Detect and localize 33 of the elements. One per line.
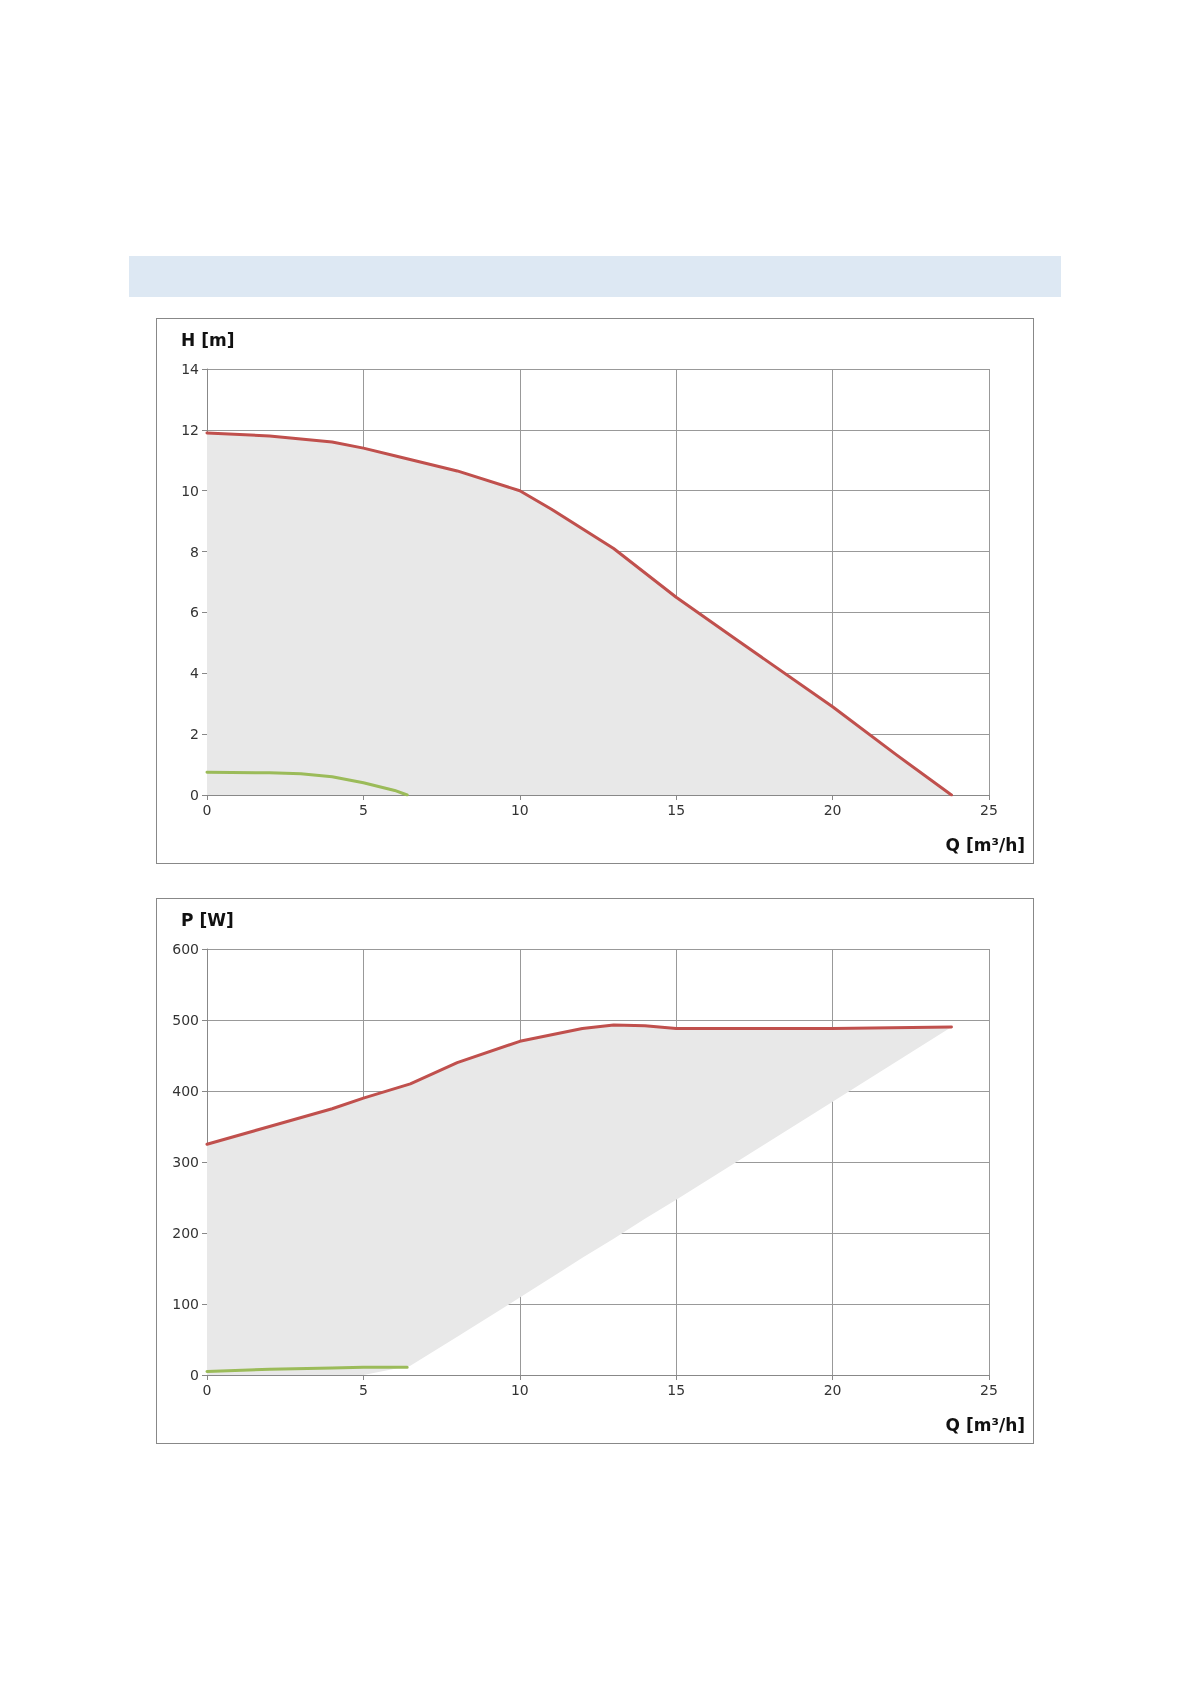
y-tick-label: 8	[190, 543, 199, 560]
y-tick-label: 500	[172, 1012, 199, 1028]
y-tick-label: 200	[172, 1225, 199, 1241]
x-tick-label: 20	[823, 1382, 842, 1398]
x-tick-label: 20	[823, 802, 842, 818]
y-tick-label: 100	[172, 1296, 199, 1312]
y-tick-label: 4	[190, 665, 200, 682]
y-tick-label: 300	[172, 1154, 199, 1170]
y-tick-label: 0	[190, 787, 199, 803]
y-tick-label: 400	[172, 1083, 199, 1099]
y-tick-label: 12	[181, 421, 199, 438]
y-tick-label: 10	[181, 482, 199, 499]
x-axis-title: Q [m³/h]	[945, 1414, 1026, 1435]
x-tick-label: 10	[510, 802, 529, 818]
line-series	[205, 770, 409, 797]
x-tick-label: 5	[358, 1382, 368, 1398]
x-tick-label: 0	[202, 802, 212, 818]
line-series	[205, 1023, 953, 1146]
y-tick-label: 0	[190, 1367, 199, 1383]
x-tick-label: 0	[202, 1382, 212, 1398]
y-axis-title: P [W]	[181, 909, 234, 930]
x-tick-label: 10	[510, 1382, 529, 1398]
y-tick-label: 600	[172, 941, 199, 957]
x-tick-label: 25	[980, 1382, 998, 1398]
y-tick-label: 6	[190, 604, 200, 621]
x-tick-label: 5	[358, 802, 368, 818]
y-axis-title: H [m]	[181, 329, 235, 350]
y-tick-label: 14	[181, 361, 200, 377]
x-tick-label: 25	[980, 802, 998, 818]
x-tick-label: 15	[667, 1382, 686, 1398]
x-axis-title: Q [m³/h]	[945, 834, 1026, 855]
x-tick-label: 15	[667, 802, 686, 818]
y-tick-label: 2	[190, 726, 199, 743]
